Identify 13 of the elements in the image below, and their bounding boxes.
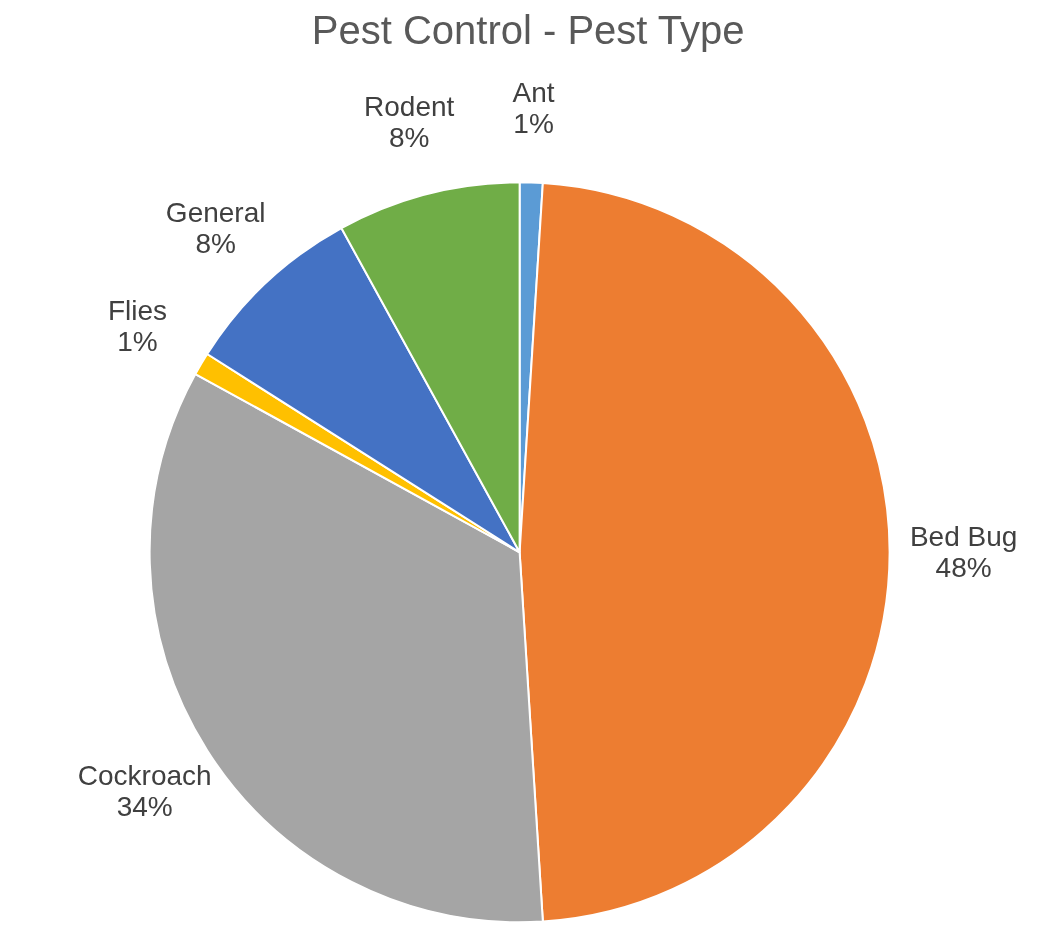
data-label: 34% [116,790,173,822]
slice-label: Flies [107,294,168,326]
data-label: 8% [195,228,236,260]
slice-label: Cockroach [77,759,212,791]
data-label: 48% [935,552,992,584]
slice-label: General [165,197,266,229]
data-label: 1% [513,107,554,139]
data-label: 8% [388,121,430,153]
slice-label: Rodent [364,90,455,122]
slice-label: Bed Bug [909,521,1018,553]
chart-title: Pest Control - Pest Type [311,7,745,52]
slice-label: Ant [512,76,555,108]
data-label: 1% [117,325,158,357]
